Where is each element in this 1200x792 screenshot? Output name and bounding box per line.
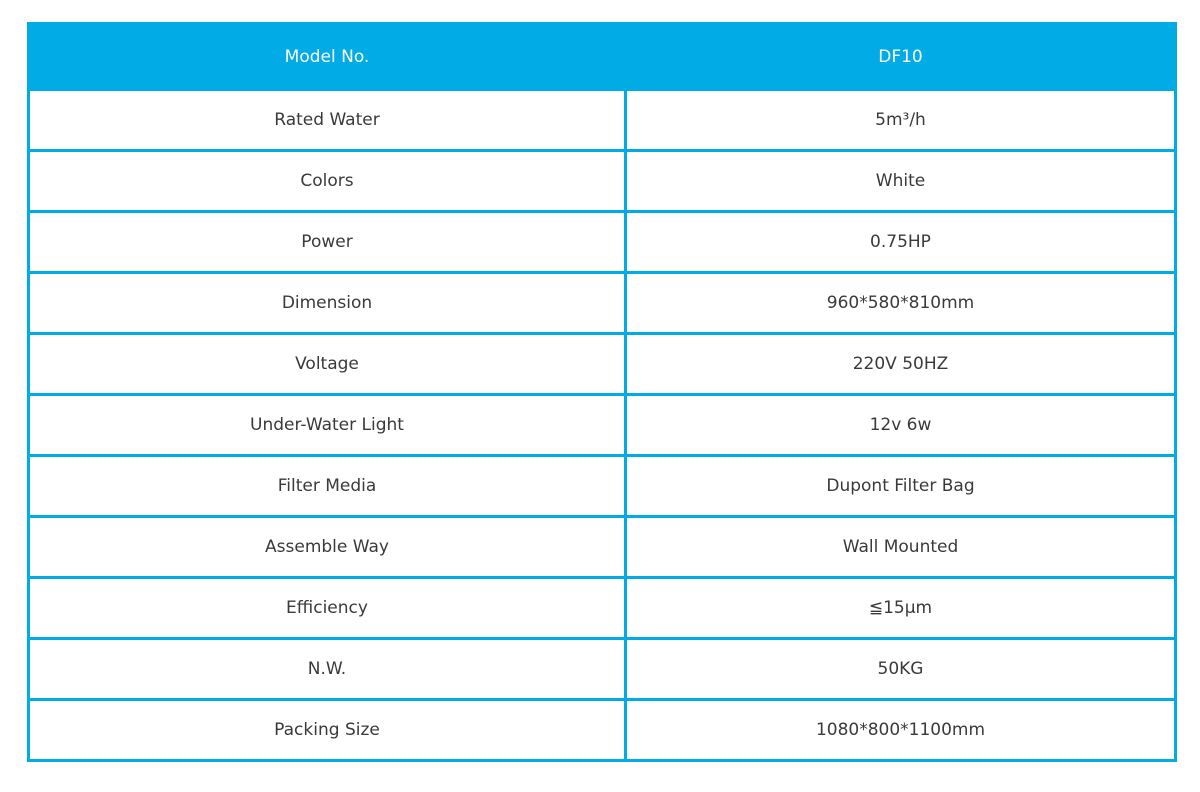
spec-value: 12v 6w <box>624 393 1177 457</box>
spec-value: 5m³/h <box>624 88 1177 152</box>
table-header-row: Model No. DF10 <box>27 22 1177 91</box>
table-row: Colors White <box>27 149 1177 213</box>
spec-value: ≦15μm <box>624 576 1177 640</box>
table-row: Rated Water 5m³/h <box>27 88 1177 152</box>
header-label-cell: Model No. <box>27 22 627 91</box>
spec-label: Assemble Way <box>27 515 627 579</box>
table-row: Filter Media Dupont Filter Bag <box>27 454 1177 518</box>
spec-value: 1080*800*1100mm <box>624 698 1177 762</box>
table-row: Dimension 960*580*810mm <box>27 271 1177 335</box>
spec-label: N.W. <box>27 637 627 701</box>
table-row: Under-Water Light 12v 6w <box>27 393 1177 457</box>
spec-value: Wall Mounted <box>624 515 1177 579</box>
spec-label: Packing Size <box>27 698 627 762</box>
spec-label: Dimension <box>27 271 627 335</box>
table-row: Voltage 220V 50HZ <box>27 332 1177 396</box>
spec-label: Voltage <box>27 332 627 396</box>
spec-label: Colors <box>27 149 627 213</box>
table-row: Power 0.75HP <box>27 210 1177 274</box>
table-row: N.W. 50KG <box>27 637 1177 701</box>
spec-value: Dupont Filter Bag <box>624 454 1177 518</box>
spec-table: Model No. DF10 Rated Water 5m³/h Colors … <box>27 22 1177 762</box>
spec-value: 220V 50HZ <box>624 332 1177 396</box>
spec-label: Rated Water <box>27 88 627 152</box>
table-row: Packing Size 1080*800*1100mm <box>27 698 1177 762</box>
header-value-cell: DF10 <box>624 22 1177 91</box>
table-row: Efficiency ≦15μm <box>27 576 1177 640</box>
table-row: Assemble Way Wall Mounted <box>27 515 1177 579</box>
spec-label: Under-Water Light <box>27 393 627 457</box>
spec-value: 50KG <box>624 637 1177 701</box>
spec-value: 0.75HP <box>624 210 1177 274</box>
spec-label: Filter Media <box>27 454 627 518</box>
spec-label: Efficiency <box>27 576 627 640</box>
spec-value: 960*580*810mm <box>624 271 1177 335</box>
spec-value: White <box>624 149 1177 213</box>
spec-label: Power <box>27 210 627 274</box>
